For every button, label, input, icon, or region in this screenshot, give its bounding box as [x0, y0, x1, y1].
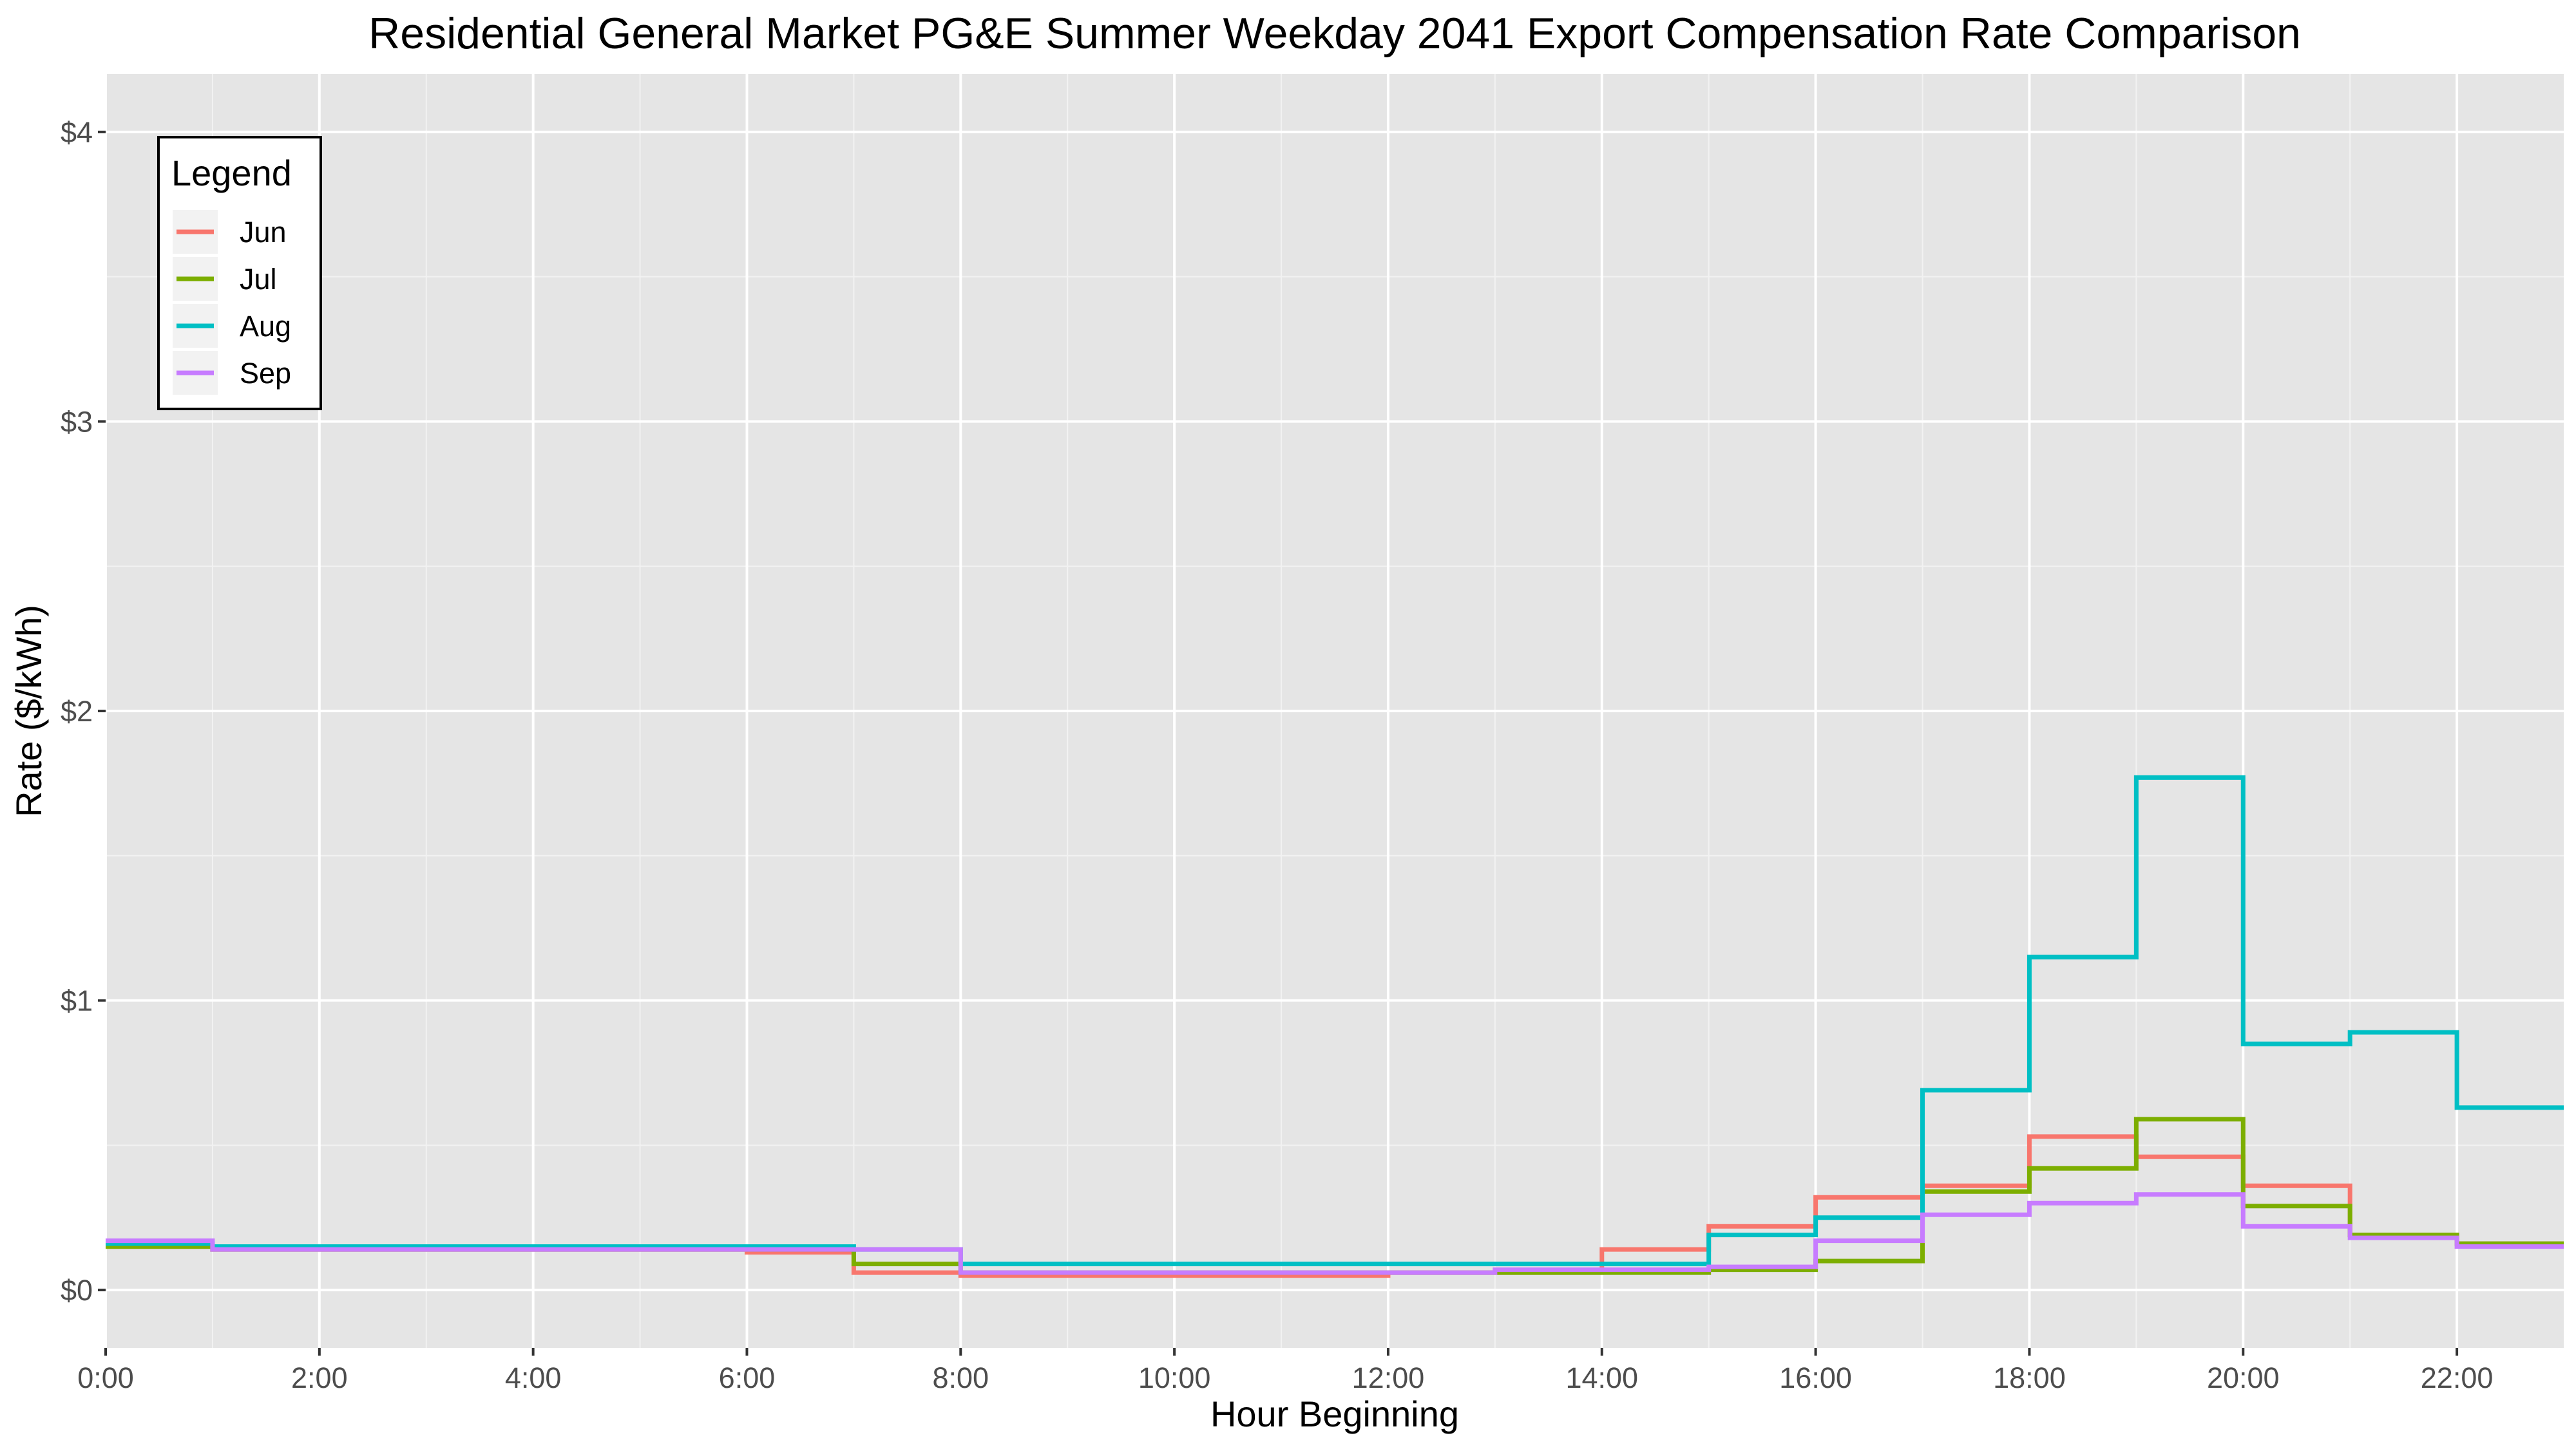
legend-label-jul: Jul: [240, 263, 277, 296]
y-tick-label: $4: [61, 116, 93, 149]
y-tick-label: $1: [61, 985, 93, 1018]
legend-label-aug: Aug: [240, 310, 291, 343]
x-tick-label: 0:00: [77, 1361, 134, 1394]
x-axis: 0:00 2:00 4:00 6:00 8:00 10:00 12:00 14:00 16:00…: [77, 1348, 2493, 1394]
x-tick-label: 6:00: [719, 1361, 776, 1394]
series-line-sep: [106, 1192, 2564, 1275]
legend: Legend Jun Jul Aug Sep: [157, 136, 322, 410]
y-tick-label: $0: [61, 1274, 93, 1307]
legend-label-jun: Jun: [240, 216, 287, 249]
x-tick-label: 12:00: [1352, 1361, 1425, 1394]
y-axis-title: Rate ($/kWh): [8, 605, 49, 817]
chart-title: Residential General Market PG&E Summer W…: [368, 9, 2301, 58]
x-tick-label: 16:00: [1779, 1361, 1852, 1394]
x-tick-label: 22:00: [2421, 1361, 2494, 1394]
y-tick-label: $2: [61, 695, 93, 728]
x-axis-title: Hour Beginning: [1210, 1394, 1459, 1434]
x-tick-label: 4:00: [505, 1361, 562, 1394]
x-tick-label: 14:00: [1565, 1361, 1638, 1394]
y-tick-label: $3: [61, 405, 93, 438]
x-tick-label: 20:00: [2207, 1361, 2280, 1394]
x-tick-label: 8:00: [933, 1361, 989, 1394]
y-axis: $0 $1 $2 $3 $4: [61, 116, 106, 1307]
legend-title: Legend: [171, 153, 292, 193]
legend-label-sep: Sep: [240, 357, 291, 390]
legend-items: Jun Jul Aug Sep: [173, 210, 291, 395]
x-tick-label: 2:00: [291, 1361, 348, 1394]
series-line-aug: [106, 775, 2564, 1267]
x-tick-label: 18:00: [1993, 1361, 2066, 1394]
series-layer: [106, 775, 2564, 1278]
x-tick-label: 10:00: [1138, 1361, 1211, 1394]
